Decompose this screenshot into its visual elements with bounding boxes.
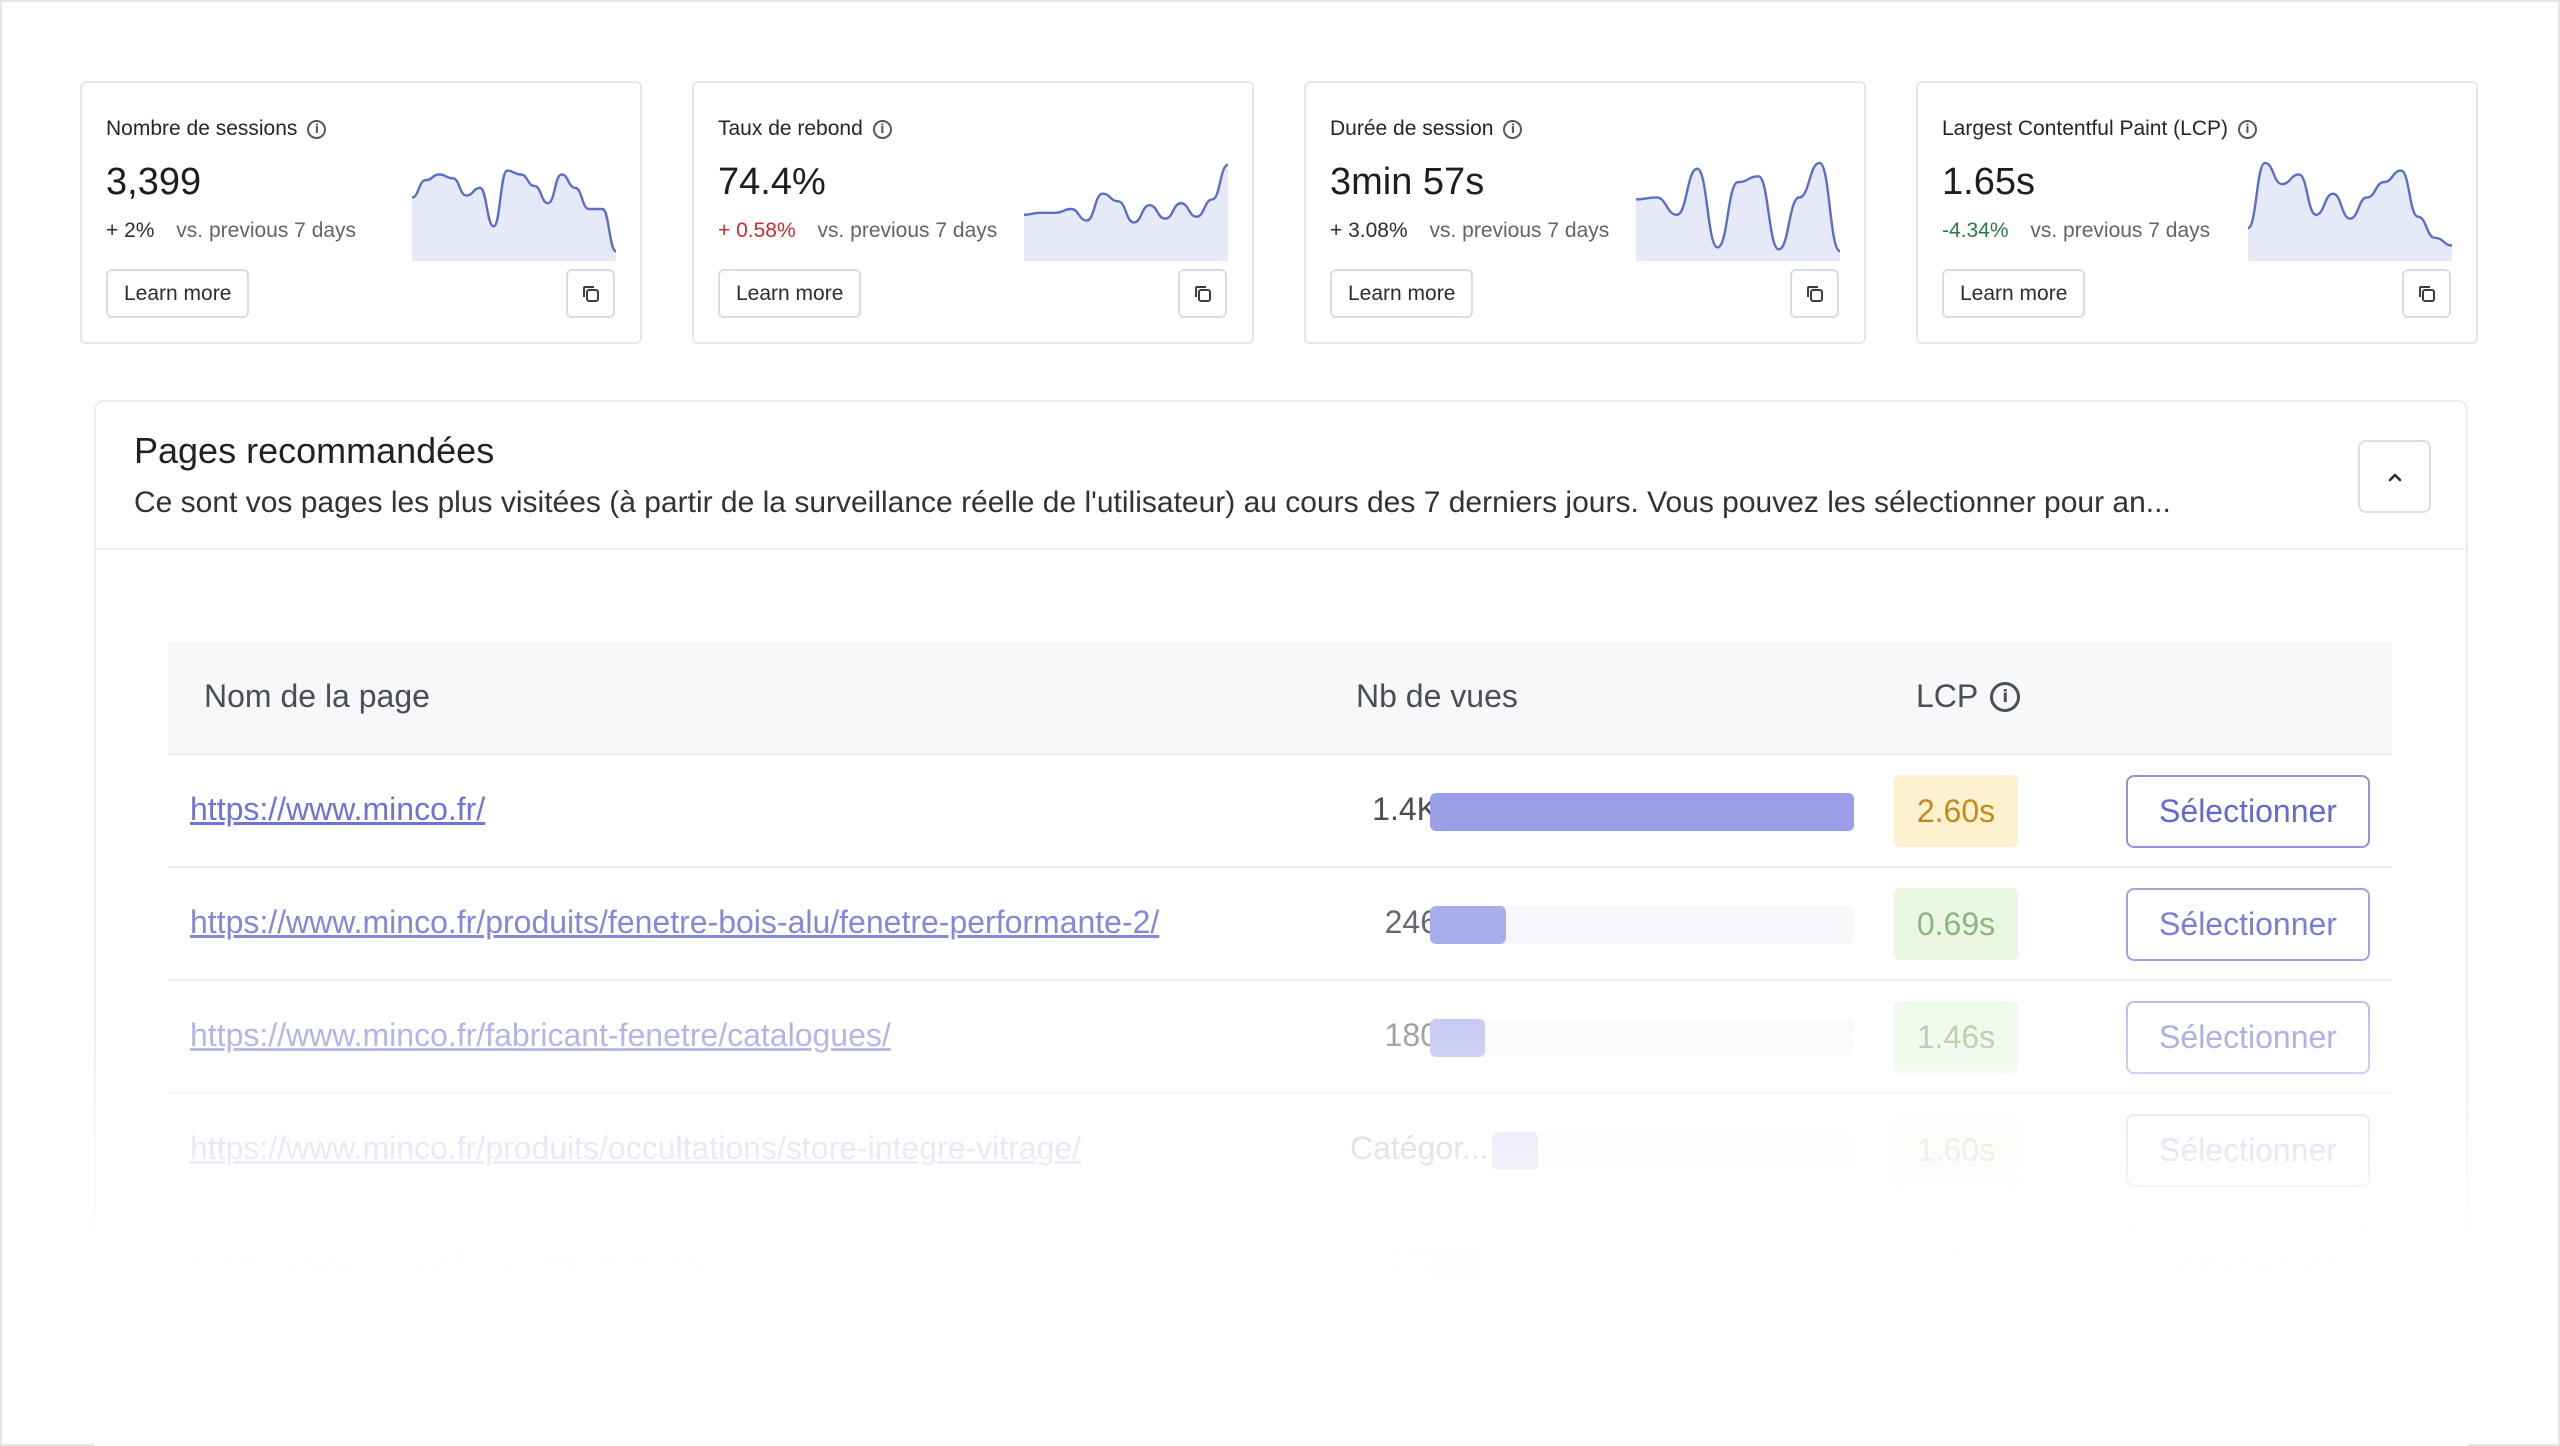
- info-icon[interactable]: i: [1503, 119, 1523, 139]
- panel-header: Pages recommandées Ce sont vos pages les…: [96, 402, 2466, 550]
- views-bar: [1430, 1245, 1481, 1280]
- panel-title: Pages recommandées: [134, 430, 495, 471]
- copy-button[interactable]: [566, 269, 615, 318]
- metric-card-lcp: Largest Contentful Paint (LCP) i 1.65s -…: [1916, 81, 2478, 344]
- table-body: https://www.minco.fr/1.4K 2.60s Sélectionn…: [168, 755, 2392, 1280]
- views-bar-track: [1430, 793, 1854, 831]
- info-icon[interactable]: i: [872, 119, 892, 139]
- card-value: 1.65s: [1942, 161, 2035, 203]
- lcp-badge: 0.69s: [1894, 888, 2018, 960]
- sparkline-line: [2248, 161, 2452, 247]
- card-title: Largest Contentful Paint (LCP): [1942, 117, 2228, 140]
- table-row: https://www.minco.fr/produits/occultatio…: [168, 1094, 2392, 1207]
- copy-button[interactable]: [1178, 269, 1227, 318]
- views-bar: [1430, 793, 1854, 831]
- table-header: Nom de la page Nb de vues LCP i: [168, 642, 2392, 755]
- metric-card-session-duration: Durée de session i 3min 57s + 3.08% vs. …: [1304, 81, 1866, 344]
- page-url-link[interactable]: https://www.minco.fr/-projet-fenetres/: [190, 1243, 712, 1279]
- chevron-up-icon: [2388, 473, 2401, 481]
- card-delta: + 2%: [106, 219, 155, 242]
- info-icon[interactable]: i: [307, 119, 327, 139]
- card-value: 74.4%: [718, 161, 826, 203]
- card-value: 3,399: [106, 161, 202, 203]
- sparkline-chart: [1636, 161, 1840, 261]
- lcp-badge: 1.46s: [1894, 1001, 2018, 1073]
- card-delta: + 0.58%: [718, 219, 796, 242]
- card-title: Durée de session: [1330, 117, 1494, 140]
- learn-more-button[interactable]: Learn more: [1942, 269, 2086, 318]
- views-bar: [1492, 1132, 1538, 1170]
- learn-more-button[interactable]: Learn more: [106, 269, 250, 318]
- info-icon[interactable]: i: [1990, 681, 2021, 712]
- panel-description: Ce sont vos pages les plus visitées (à p…: [134, 486, 2171, 519]
- page-views: 246: [1384, 904, 1438, 940]
- metric-card-bounce-rate: Taux de rebond i 74.4% + 0.58% vs. previ…: [692, 81, 1254, 344]
- sparkline-area: [1636, 162, 1840, 261]
- select-button[interactable]: Sélectionner: [2126, 775, 2370, 848]
- table-row: https://www.minco.fr/produits/fenetre-bo…: [168, 868, 2392, 981]
- select-button[interactable]: Sélectionner: [2126, 1001, 2370, 1074]
- header-views: Nb de vues: [1356, 678, 1518, 714]
- card-delta: -4.34%: [1942, 219, 2009, 242]
- card-title: Nombre de sessions: [106, 117, 298, 140]
- info-icon[interactable]: i: [2237, 119, 2257, 139]
- table-row: https://www.minco.fr/-projet-fenetres/17…: [168, 1207, 2392, 1280]
- lcp-badge: 1.60s: [1894, 1114, 2018, 1186]
- collapse-button[interactable]: [2358, 440, 2431, 513]
- views-bar-track: [1492, 1132, 1854, 1170]
- lcp-badge: 2.60s: [1894, 775, 2018, 847]
- page-url-link[interactable]: https://www.minco.fr/produits/occultatio…: [190, 1130, 1082, 1166]
- sparkline-line: [1024, 163, 1228, 224]
- page-url-link[interactable]: https://www.minco.fr/produits/fenetre-bo…: [190, 904, 1160, 940]
- select-button[interactable]: Sélectionner: [2126, 1227, 2370, 1280]
- table-row: https://www.minco.fr/1.4K 2.60s Sélectionn…: [168, 755, 2392, 868]
- card-comparison: vs. previous 7 days: [2030, 219, 2211, 242]
- card-delta: + 3.08%: [1330, 219, 1408, 242]
- copy-icon: [2418, 285, 2435, 302]
- sparkline-chart: [1024, 163, 1228, 261]
- views-bar: [1430, 1019, 1486, 1057]
- views-bar-track: [1430, 1019, 1854, 1057]
- card-title: Taux de rebond: [718, 117, 863, 140]
- lcp-badge: 1.71s: [1894, 1227, 2018, 1280]
- header-lcp: LCP: [1916, 678, 1979, 714]
- page-views: Catégor...: [1350, 1130, 1489, 1166]
- sparkline-chart: [2248, 161, 2452, 261]
- select-button[interactable]: Sélectionner: [2126, 1114, 2370, 1187]
- header-page-name: Nom de la page: [204, 678, 430, 714]
- copy-icon: [582, 285, 599, 302]
- sparkline-line: [412, 169, 616, 253]
- views-bar: [1430, 906, 1507, 944]
- card-comparison: vs. previous 7 days: [1429, 219, 1610, 242]
- page-url-link[interactable]: https://www.minco.fr/: [190, 791, 486, 827]
- card-comparison: vs. previous 7 days: [817, 219, 998, 242]
- recommended-pages-panel: Pages recommandées Ce sont vos pages les…: [94, 400, 2468, 1280]
- select-button[interactable]: Sélectionner: [2126, 888, 2370, 961]
- sparkline-chart: [412, 169, 616, 261]
- views-bar-track: [1430, 906, 1854, 944]
- copy-button[interactable]: [2402, 269, 2451, 318]
- page-url-link[interactable]: https://www.minco.fr/fabricant-fenetre/c…: [190, 1017, 891, 1053]
- learn-more-button[interactable]: Learn more: [718, 269, 862, 318]
- sparkline-line: [1636, 161, 1840, 253]
- page-views: 1.4K: [1372, 791, 1438, 827]
- learn-more-button[interactable]: Learn more: [1330, 269, 1474, 318]
- pages-table: Nom de la page Nb de vues LCP i https://…: [168, 642, 2392, 1280]
- views-bar-track: [1430, 1245, 1854, 1280]
- copy-icon: [1194, 285, 1211, 302]
- metric-cards: Nombre de sessions i 3,399 + 2% vs. prev…: [80, 81, 2478, 344]
- sparkline-area: [2248, 162, 2452, 261]
- copy-icon: [1806, 285, 1823, 302]
- card-comparison: vs. previous 7 days: [176, 219, 357, 242]
- card-value: 3min 57s: [1330, 161, 1485, 203]
- copy-button[interactable]: [1790, 269, 1839, 318]
- metric-card-sessions: Nombre de sessions i 3,399 + 2% vs. prev…: [80, 81, 642, 344]
- table-row: https://www.minco.fr/fabricant-fenetre/c…: [168, 981, 2392, 1094]
- sparkline-area: [412, 170, 616, 261]
